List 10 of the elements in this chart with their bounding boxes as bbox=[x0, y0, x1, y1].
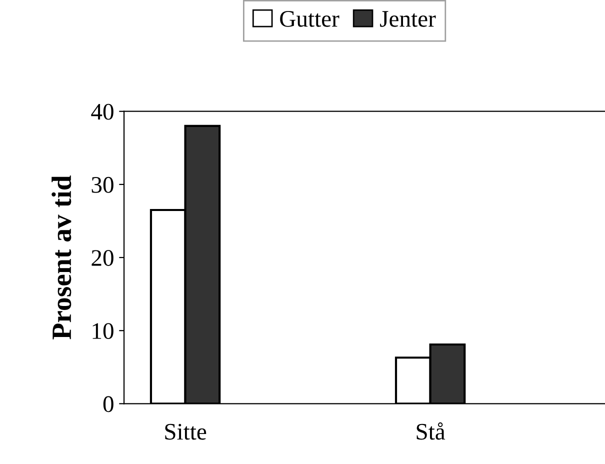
legend-label: Jenter bbox=[380, 11, 436, 27]
y-tick-label: 0 bbox=[103, 396, 114, 412]
y-tick-label: 20 bbox=[92, 250, 114, 266]
x-tick-label: Stå bbox=[416, 422, 446, 440]
y-axis-title: Prosent av tid bbox=[52, 176, 72, 340]
y-tick-label: 30 bbox=[92, 176, 114, 193]
legend-label: Gutter bbox=[280, 10, 340, 27]
x-tick-label: Sitte bbox=[165, 424, 206, 440]
y-tick-label: 40 bbox=[91, 104, 114, 120]
y-tick-label: 10 bbox=[92, 323, 114, 340]
